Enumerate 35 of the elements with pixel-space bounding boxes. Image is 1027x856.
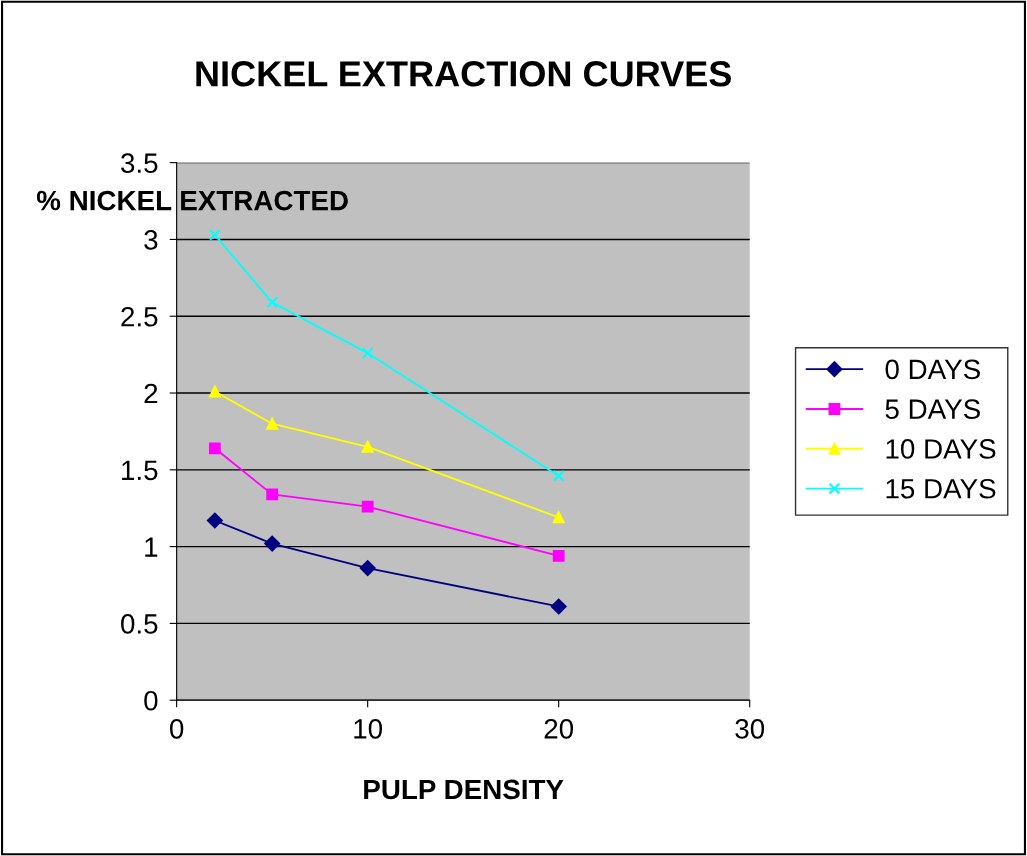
legend-label: 0 DAYS [885, 359, 980, 380]
x-axis-title: PULP DENSITY [364, 779, 564, 800]
y-tick-label: 2 [144, 383, 158, 404]
y-tick-label: 0.5 [121, 614, 158, 634]
y-tick-label: 1 [145, 537, 158, 557]
point [208, 442, 221, 455]
y-tick-label: 1.5 [122, 460, 158, 481]
x-tick-label: 30 [735, 719, 765, 739]
legend-label: 15 DAYS [886, 478, 996, 499]
point [206, 512, 223, 529]
legend-label: 10 DAYS [886, 439, 996, 459]
y-tick-label: 3.5 [121, 153, 158, 173]
point [361, 500, 374, 513]
point [208, 228, 221, 241]
point [361, 347, 374, 359]
point [552, 470, 565, 482]
point [266, 296, 279, 309]
point [266, 417, 279, 430]
y-tick-label: 2.5 [121, 306, 158, 327]
y-tick-label: 0 [144, 690, 158, 711]
x-tick-label: 20 [544, 719, 574, 739]
point [361, 440, 374, 453]
point [550, 598, 567, 615]
point [208, 385, 221, 398]
x-tick-label: 0 [170, 719, 184, 739]
point [359, 560, 376, 577]
point [264, 535, 281, 552]
y-axis-title: % NICKEL EXTRACTED [36, 190, 348, 211]
point [266, 488, 279, 501]
chart-title: NICKEL EXTRACTION CURVES [196, 61, 731, 87]
legend-label: 5 DAYS [885, 399, 980, 419]
point [552, 511, 565, 524]
point [552, 549, 565, 562]
x-tick-label: 10 [354, 719, 383, 739]
y-tick-label: 3 [144, 230, 158, 250]
